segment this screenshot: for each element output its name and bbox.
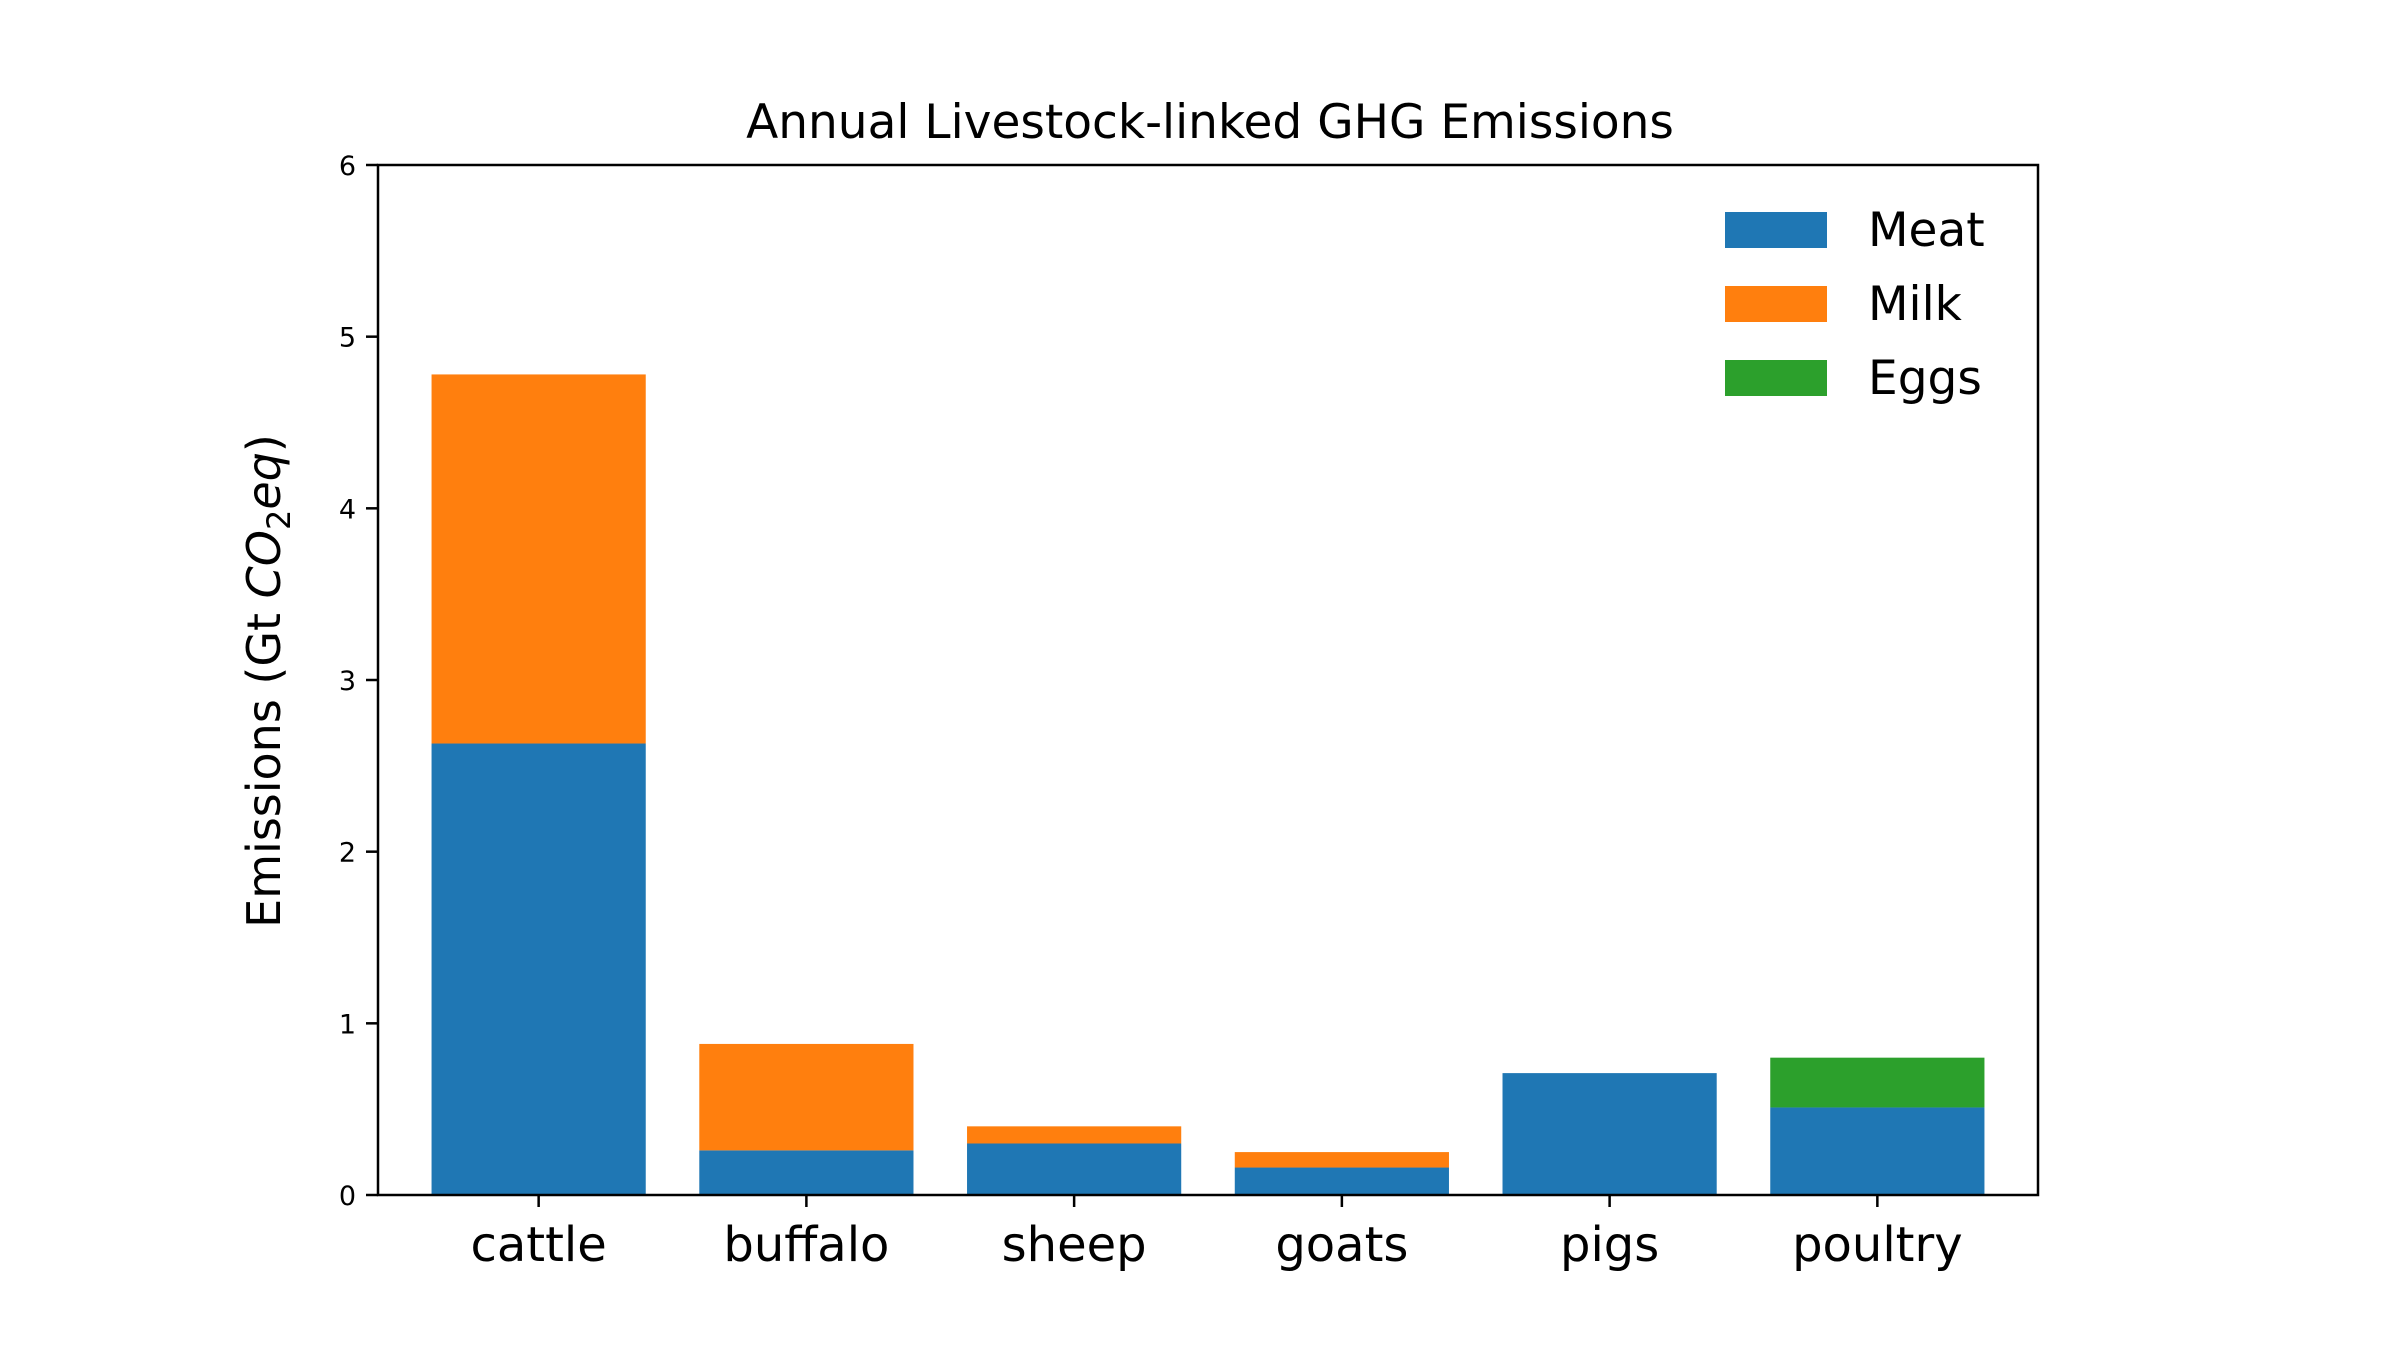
- legend-swatch-milk: [1725, 286, 1827, 322]
- legend-label-eggs: Eggs: [1868, 351, 1982, 406]
- x-tick-label-goats: goats: [1275, 1217, 1408, 1273]
- legend: Meat Milk Eggs: [1725, 203, 1985, 406]
- bar-sheep-meat: [967, 1143, 1182, 1195]
- x-axis-ticks: cattle buffalo sheep goats pigs poultry: [470, 1195, 1963, 1273]
- bar-poultry-eggs: [1770, 1057, 1985, 1108]
- legend-swatch-eggs: [1725, 360, 1827, 396]
- bar-buffalo-meat: [699, 1150, 914, 1195]
- x-tick-label-buffalo: buffalo: [723, 1217, 889, 1273]
- legend-label-milk: Milk: [1868, 277, 1963, 332]
- bar-goats-meat: [1234, 1167, 1449, 1195]
- bar-sheep-milk: [967, 1126, 1182, 1144]
- chart-title: Annual Livestock-linked GHG Emissions: [746, 95, 1674, 150]
- y-tick-label: 1: [339, 1009, 356, 1040]
- y-axis-label: Emissions (Gt CO2eq): [237, 434, 298, 928]
- y-axis-label-math-tail: eq: [237, 452, 291, 510]
- bars-layer: [431, 374, 1985, 1195]
- legend-label-meat: Meat: [1868, 203, 1985, 258]
- plot-frame: [376, 163, 2040, 1197]
- bar-cattle-milk: [431, 374, 646, 744]
- y-tick-label: 0: [339, 1181, 356, 1212]
- y-tick-label: 3: [339, 666, 356, 697]
- bar-poultry-meat: [1770, 1107, 1985, 1195]
- x-tick-label-sheep: sheep: [1002, 1217, 1147, 1273]
- y-axis-label-subscript: 2: [260, 510, 298, 530]
- y-axis-label-suffix: ): [237, 434, 291, 452]
- y-axis-label-prefix: Emissions (Gt: [237, 598, 291, 928]
- y-tick-label: 2: [339, 838, 356, 869]
- y-axis-ticks: 0 1 2 3 4 5 6: [339, 151, 378, 1212]
- x-tick-label-poultry: poultry: [1792, 1217, 1963, 1273]
- bar-goats-milk: [1234, 1152, 1449, 1168]
- y-tick-label: 5: [339, 323, 356, 354]
- x-tick-label-pigs: pigs: [1560, 1217, 1659, 1273]
- legend-swatch-meat: [1725, 212, 1827, 248]
- bar-pigs-meat: [1502, 1073, 1717, 1195]
- bar-cattle-meat: [431, 743, 646, 1195]
- bar-buffalo-milk: [699, 1043, 914, 1151]
- y-tick-label: 4: [339, 494, 356, 525]
- y-tick-label: 6: [339, 151, 356, 182]
- x-tick-label-cattle: cattle: [470, 1217, 606, 1273]
- y-axis-label-math: CO: [237, 530, 291, 598]
